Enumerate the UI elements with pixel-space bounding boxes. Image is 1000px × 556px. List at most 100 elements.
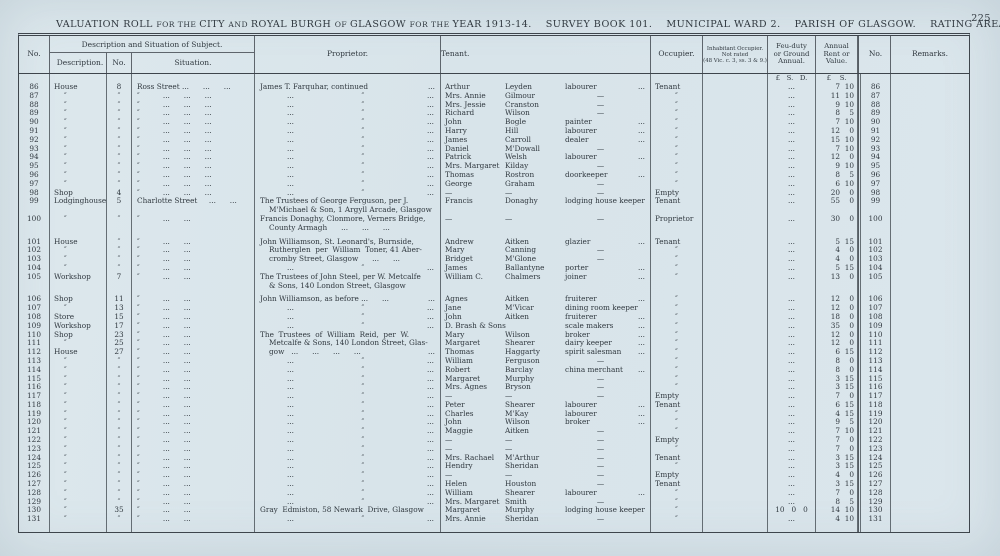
- annual-shillings: 0: [849, 391, 854, 401]
- cell-row-no-right: 87: [861, 91, 891, 101]
- dots: ...: [638, 338, 645, 348]
- ditto-mark: ″: [361, 125, 365, 135]
- proprietor-ditto-line: ... ″...: [255, 488, 440, 498]
- occupation-text: —: [596, 496, 605, 506]
- cell-tenant: Margaret Shearer dairy keeper...: [441, 338, 651, 349]
- tenant-first-name: Thomas: [445, 169, 474, 179]
- annual-pounds: 4: [835, 408, 840, 418]
- cell-inhabitant-occupier: [703, 100, 768, 110]
- currency-feu: £ S. D.: [768, 74, 816, 83]
- double-rule: [858, 374, 861, 384]
- proprietor-text: The Trustees of William Reid, per W.: [260, 329, 410, 339]
- cell-proprietor: ... ″...: [255, 125, 441, 136]
- cell-annual-value: 9 10: [816, 99, 858, 110]
- cell-tenant: Margaret Murphy lodging house keeper: [441, 505, 651, 516]
- tenant-surname: Sheridan: [505, 461, 539, 471]
- occupation-text: —: [596, 178, 605, 188]
- tenant-occupation: labourer...: [565, 400, 650, 410]
- cell-house-no: ″: [107, 144, 132, 154]
- tenant-first-name: John: [445, 117, 462, 127]
- double-rule: [858, 409, 861, 419]
- annual-pounds: 5: [835, 236, 840, 246]
- cell-remarks: [891, 197, 969, 215]
- cell-row-no-left: 121: [19, 426, 50, 437]
- tenant-first-name: Bridget: [445, 254, 473, 264]
- : [703, 524, 768, 532]
- title-segment: FOR THE: [156, 20, 200, 29]
- cell-row-no-left: 97: [19, 179, 50, 189]
- cell-occupier: ″: [651, 330, 703, 340]
- cell-annual-value: 14 10: [816, 506, 858, 516]
- annual-shillings: 0: [849, 329, 854, 339]
- cell-annual-value: 12 0: [816, 153, 858, 163]
- cell-annual-value: 12 0: [816, 290, 858, 305]
- cell-row-no-left: 92: [19, 135, 50, 145]
- cell-row-no-left: 116: [19, 382, 50, 393]
- cell-remarks: [891, 189, 969, 198]
- feu-line-1: Feu-duty: [776, 42, 807, 51]
- cell-occupier: ″: [651, 409, 703, 419]
- dots: ...: [427, 320, 434, 330]
- tenant-first-name: Margaret: [445, 505, 481, 515]
- cell-description: Workshop: [50, 321, 107, 331]
- proprietor-ditto-line: ... ″...: [255, 470, 440, 480]
- ditto-mark: ″: [361, 443, 365, 453]
- occupation-text: —: [596, 426, 605, 436]
- proprietor-ditto-line: ... ″...: [255, 161, 440, 171]
- ditto-mark: ″: [361, 399, 365, 409]
- cell-proprietor: ... ″...: [255, 135, 441, 145]
- cell-situation: ″ ... ...: [132, 470, 255, 481]
- tenant-first-name: George: [445, 178, 473, 188]
- cell-description: Workshop: [50, 272, 107, 291]
- cell-house-no: ″: [107, 91, 132, 101]
- cell-house-no: ″: [107, 246, 132, 256]
- cell-row-no-left: 112: [19, 347, 50, 357]
- cell-annual-value: 5 15: [816, 263, 858, 273]
- cell-feu-duty: ...: [768, 462, 816, 472]
- cell-row-no-right: 100: [861, 214, 891, 233]
- tenant-first-name: William C.: [445, 271, 483, 281]
- table-row: 113 ″ ″ ″ ... ...... ″... William Ferguson — ″..…: [19, 356, 969, 366]
- annual-pounds: 8: [835, 169, 840, 179]
- dots: ...: [287, 187, 294, 197]
- cell-inhabitant-occupier: [703, 427, 768, 437]
- cell-inhabitant-occupier: [703, 83, 768, 92]
- cell-tenant: Jane M'Vicar dining room keeper: [441, 303, 651, 313]
- tenant-occupation: —: [565, 514, 650, 524]
- annual-pounds: 11: [830, 90, 840, 100]
- annual-line-3: Value.: [825, 57, 848, 66]
- cell-situation: ″ ... ... ...: [132, 144, 255, 154]
- tenant-surname: Wilson: [505, 417, 530, 427]
- tenant-surname: Murphy: [505, 373, 535, 383]
- cell-proprietor: ... ″...: [255, 426, 441, 437]
- cell-description: ″: [50, 153, 107, 163]
- cell-description: ″: [50, 179, 107, 189]
- proprietor-text: cromby Street, Glasgow ... ...: [269, 254, 400, 264]
- cell-tenant: Mrs. Annie Gilmour —: [441, 91, 651, 101]
- cell-feu-duty: ...: [768, 444, 816, 454]
- cell-row-no-right: 102: [861, 246, 891, 256]
- cell-tenant: Thomas Rostron doorkeeper...: [441, 169, 651, 180]
- cell-row-no-left: 94: [19, 153, 50, 163]
- cell-inhabitant-occupier: [703, 339, 768, 349]
- cell-proprietor: gow ... ... ... ......: [255, 347, 441, 357]
- tenant-first-name: D. Brash & Sons: [445, 320, 506, 330]
- ditto-mark: ″: [361, 391, 365, 401]
- cell-tenant: Mrs. Agnes Bryson —: [441, 382, 651, 393]
- cell-tenant: Thomas Haggarty spirit salesman...: [441, 347, 651, 357]
- cell-annual-value: 7 10: [816, 426, 858, 437]
- cell-house-no: 8: [107, 82, 132, 92]
- double-rule: [858, 444, 861, 454]
- dots: ...: [287, 452, 294, 462]
- dots: ...: [428, 347, 435, 357]
- cell-house-no: 25: [107, 339, 132, 349]
- cell-row-no-left: 119: [19, 409, 50, 419]
- annual-shillings: 10: [844, 99, 854, 109]
- ditto-mark: ″: [361, 452, 365, 462]
- cell-situation: ″ ... ... ...: [132, 153, 255, 163]
- cell-inhabitant-occupier: [703, 179, 768, 189]
- cell-row-no-left: 106: [19, 290, 50, 305]
- double-rule: [858, 524, 861, 532]
- tenant-surname: Murphy: [505, 505, 535, 515]
